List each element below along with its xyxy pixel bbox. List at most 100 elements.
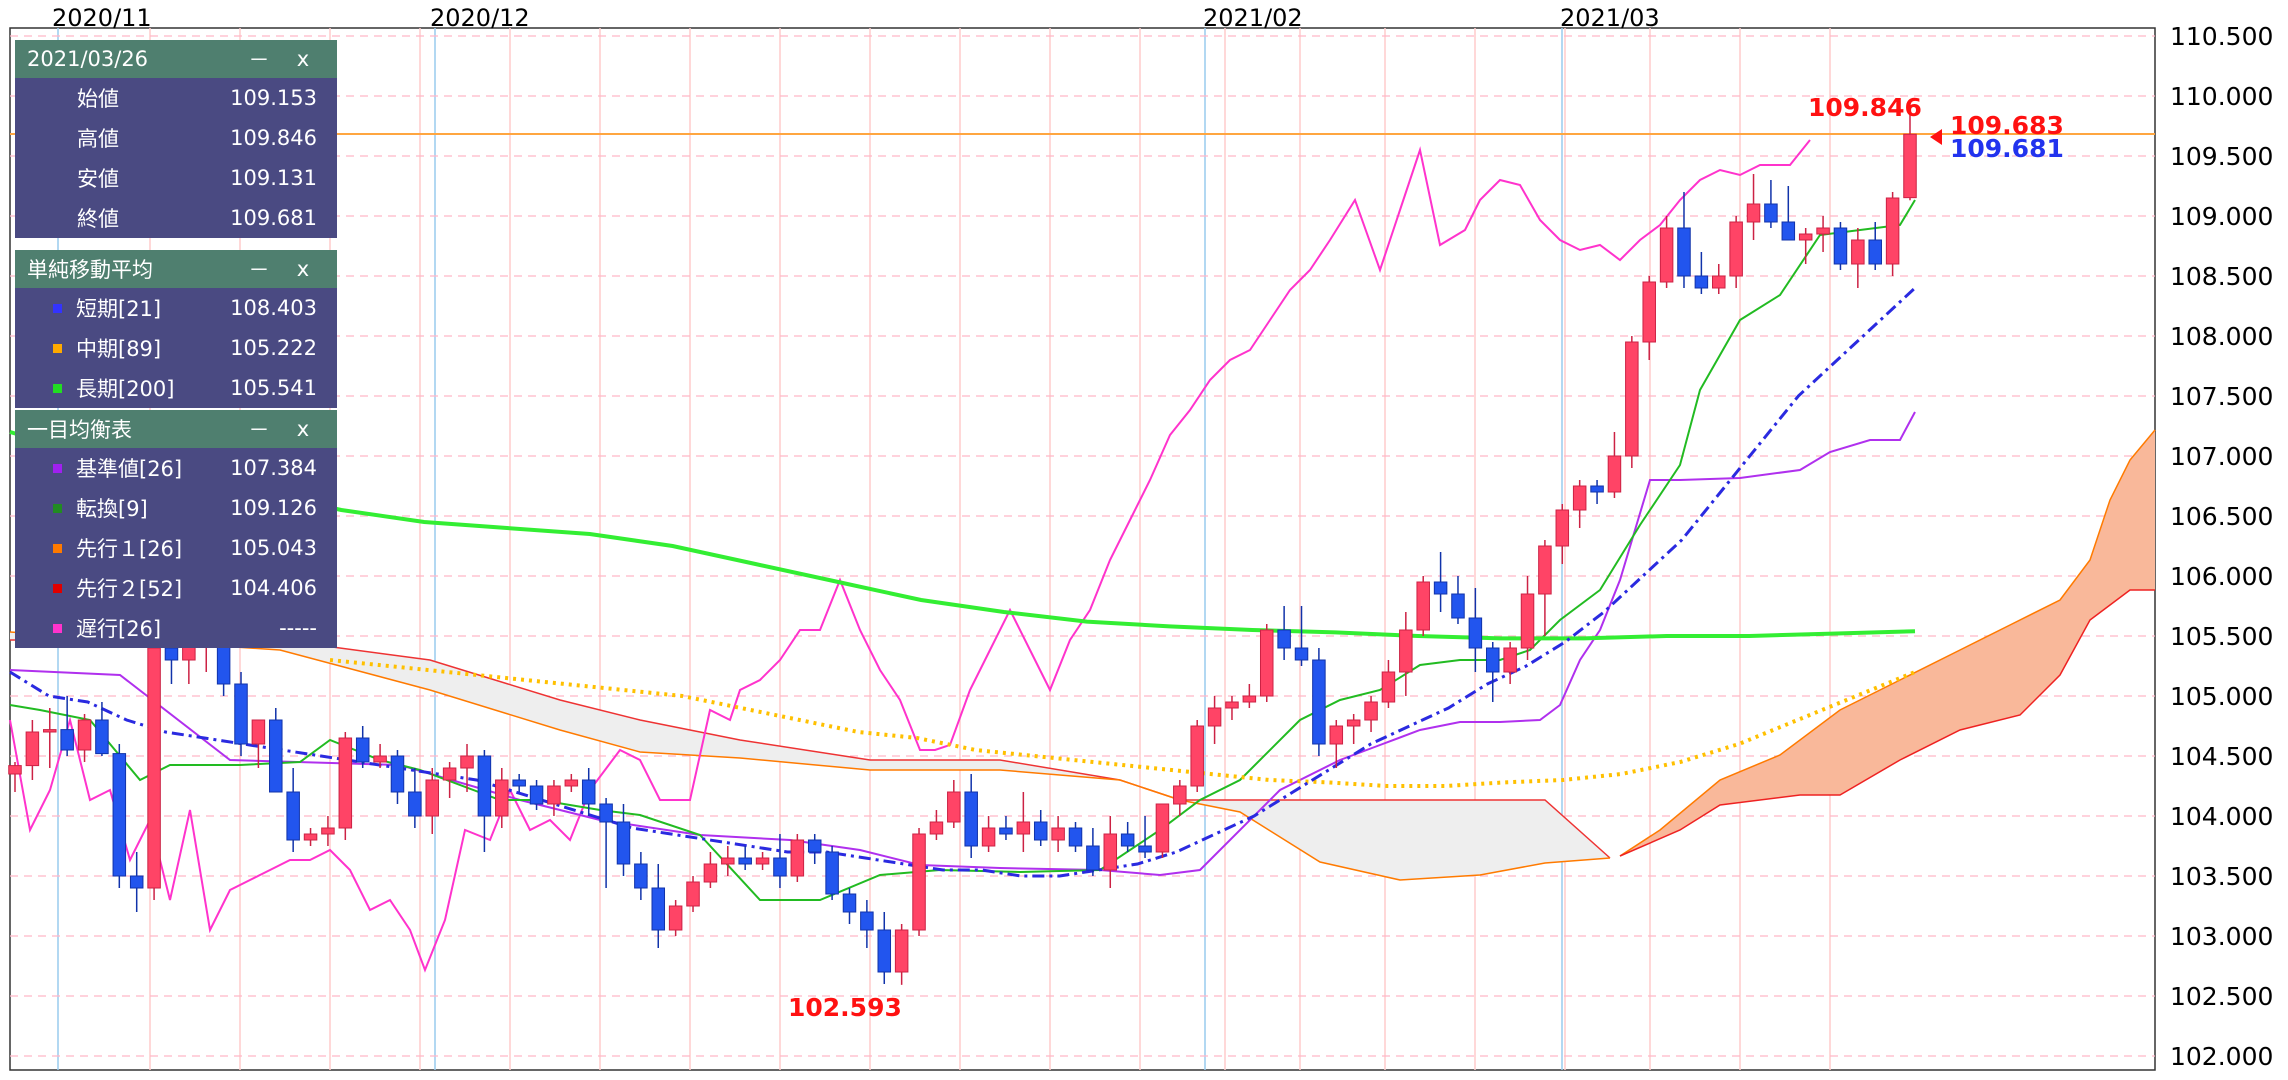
candle bbox=[1086, 828, 1100, 876]
candle bbox=[269, 708, 283, 793]
candle bbox=[703, 852, 718, 888]
candle bbox=[686, 876, 700, 912]
candle bbox=[842, 888, 857, 924]
candle-body bbox=[947, 791, 961, 823]
candle-body bbox=[408, 791, 422, 817]
y-tick-label: 109.500 bbox=[2170, 142, 2273, 171]
y-tick-label: 107.000 bbox=[2170, 442, 2273, 471]
ichimoku-value: 104.406 bbox=[230, 576, 317, 600]
sma-panel: 単純移動平均 － x 短期[21] 108.403 中期[89] 105.222 長… bbox=[15, 250, 337, 408]
candle bbox=[1885, 192, 1900, 276]
candle bbox=[1468, 588, 1483, 672]
sma-panel-header: 単純移動平均 － x bbox=[15, 250, 337, 288]
candle bbox=[1851, 228, 1865, 288]
candle bbox=[1312, 648, 1326, 756]
candle bbox=[668, 900, 683, 936]
chikou-span-line bbox=[9, 139, 1811, 973]
x-tick-label: 2020/11 bbox=[52, 4, 152, 32]
candle bbox=[1103, 816, 1118, 888]
candle bbox=[442, 762, 457, 798]
senkou-span-b-line bbox=[10, 639, 1611, 859]
candle-body bbox=[1120, 833, 1135, 847]
candle-body bbox=[477, 755, 492, 817]
candle bbox=[616, 804, 631, 876]
candle-body bbox=[1468, 617, 1483, 649]
candle bbox=[651, 864, 666, 948]
candle bbox=[1277, 606, 1291, 660]
candle-body bbox=[251, 719, 266, 745]
candle-body bbox=[1781, 221, 1796, 241]
candle bbox=[1364, 696, 1378, 732]
candle bbox=[581, 768, 596, 816]
senkou-span-a-line bbox=[1619, 429, 2156, 857]
candle-body bbox=[1764, 203, 1778, 223]
candle bbox=[129, 852, 144, 912]
candle bbox=[408, 768, 422, 828]
minimize-button[interactable]: － bbox=[248, 418, 270, 442]
candle-body bbox=[286, 791, 300, 841]
candle-body bbox=[686, 881, 700, 907]
minimize-button[interactable]: － bbox=[248, 258, 270, 282]
candle bbox=[147, 636, 161, 900]
candle-body bbox=[738, 857, 752, 865]
candle-body bbox=[1607, 455, 1622, 493]
legend-marker bbox=[53, 583, 62, 593]
candle bbox=[1416, 576, 1430, 636]
candle-body bbox=[668, 905, 683, 931]
candle bbox=[1868, 222, 1882, 270]
candle-body bbox=[77, 719, 92, 751]
candle bbox=[1399, 612, 1413, 696]
candle-body bbox=[1451, 593, 1465, 619]
candle-body bbox=[1485, 647, 1500, 673]
candle bbox=[807, 834, 822, 864]
plot-area bbox=[9, 27, 2156, 1071]
candle bbox=[825, 846, 839, 900]
y-tick-label: 104.000 bbox=[2170, 802, 2273, 831]
y-tick-label: 105.500 bbox=[2170, 622, 2273, 651]
candle-body bbox=[773, 857, 787, 877]
candle-body bbox=[703, 863, 718, 883]
candle-body bbox=[1694, 275, 1709, 289]
sma-row: 短期[21] 108.403 bbox=[15, 288, 337, 328]
candle bbox=[773, 834, 787, 888]
ohlc-label: 終値 bbox=[77, 207, 119, 231]
y-tick-label: 103.500 bbox=[2170, 862, 2273, 891]
candle-body bbox=[999, 827, 1013, 835]
ichimoku-cloud bbox=[10, 632, 1610, 880]
candle-body bbox=[355, 737, 370, 763]
candle bbox=[1746, 174, 1761, 240]
price-label-blue: 109.681 bbox=[1950, 134, 2064, 163]
candle-body bbox=[1068, 827, 1083, 847]
close-button[interactable]: x bbox=[296, 417, 310, 441]
candle-body bbox=[564, 779, 579, 787]
close-button[interactable]: x bbox=[296, 47, 310, 71]
price-pointer bbox=[1930, 129, 1942, 145]
ichimoku-value: 109.126 bbox=[230, 496, 317, 520]
candle-body bbox=[1346, 719, 1361, 727]
candle bbox=[373, 744, 387, 768]
candle-body bbox=[1312, 659, 1326, 745]
y-tick-label: 105.000 bbox=[2170, 682, 2273, 711]
y-tick-label: 108.500 bbox=[2170, 262, 2273, 291]
candle-body bbox=[599, 803, 613, 823]
candle-body bbox=[1885, 197, 1900, 265]
candle bbox=[338, 732, 353, 840]
minimize-button[interactable]: － bbox=[248, 48, 270, 72]
candle-body bbox=[1833, 227, 1848, 265]
candle-body bbox=[1520, 593, 1535, 649]
candle-body bbox=[129, 875, 144, 889]
candle bbox=[790, 834, 805, 882]
close-button[interactable]: x bbox=[296, 257, 310, 281]
candle-body bbox=[1590, 485, 1604, 493]
candle bbox=[286, 768, 300, 852]
candle bbox=[60, 696, 74, 756]
candle bbox=[755, 852, 770, 870]
candle-body bbox=[1572, 485, 1587, 511]
candle bbox=[1207, 696, 1222, 744]
ichimoku-label: 転換[9] bbox=[76, 497, 148, 521]
x-tick-label: 2021/02 bbox=[1203, 4, 1303, 32]
candle bbox=[1555, 504, 1570, 564]
candle-body bbox=[1207, 707, 1222, 727]
candle bbox=[112, 744, 127, 888]
